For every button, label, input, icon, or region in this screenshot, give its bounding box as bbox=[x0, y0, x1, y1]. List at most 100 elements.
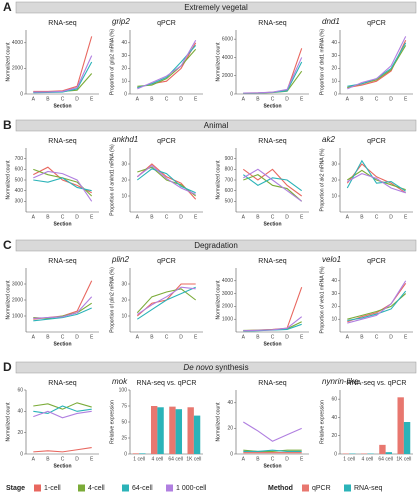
x-tick-label: 1K cell bbox=[186, 456, 201, 462]
y-tick-label: 25 bbox=[121, 435, 127, 441]
x-tick-label: A bbox=[346, 214, 350, 220]
series-line bbox=[243, 57, 303, 94]
series-line bbox=[33, 302, 93, 319]
bar bbox=[175, 409, 183, 454]
legend-label: 4-cell bbox=[88, 485, 105, 492]
chart-title: RNA-seq vs. qPCR bbox=[347, 380, 407, 387]
series-line bbox=[33, 170, 93, 202]
x-tick-label: D bbox=[75, 214, 79, 220]
x-axis-label: Section bbox=[263, 221, 281, 227]
gene-name: grip2 bbox=[112, 17, 130, 26]
x-tick-label: D bbox=[179, 334, 183, 340]
x-tick-label: B bbox=[360, 334, 364, 340]
x-tick-label: C bbox=[375, 334, 379, 340]
x-tick-label: B bbox=[256, 214, 260, 220]
y-tick-label: 600 bbox=[15, 167, 24, 173]
x-tick-label: A bbox=[32, 334, 36, 340]
x-tick-label: A bbox=[242, 214, 246, 220]
y-axis-label: Proportion of grip2 mRNA (%) bbox=[109, 29, 115, 95]
x-tick-label: D bbox=[389, 334, 393, 340]
y-tick-label: 30 bbox=[331, 291, 337, 297]
series-line bbox=[136, 288, 197, 314]
x-tick-label: D bbox=[285, 456, 289, 462]
x-tick-label: E bbox=[194, 214, 198, 220]
x-tick-label: E bbox=[404, 214, 408, 220]
y-tick-label: 0 bbox=[334, 91, 337, 97]
panel-header bbox=[15, 119, 417, 132]
x-tick-label: C bbox=[165, 334, 169, 340]
y-tick-label: 2000 bbox=[222, 304, 233, 310]
x-tick-label: E bbox=[300, 96, 304, 102]
x-tick-label: C bbox=[271, 96, 275, 102]
series-line bbox=[346, 159, 407, 192]
x-tick-label: 64 cell bbox=[378, 456, 392, 462]
y-tick-label: 0 bbox=[124, 451, 127, 457]
x-axis-label: Section bbox=[263, 341, 281, 347]
y-tick-label: 700 bbox=[15, 156, 24, 162]
y-tick-label: 2000 bbox=[12, 66, 23, 72]
panel-title-text: Degradation bbox=[194, 241, 238, 250]
bar bbox=[150, 406, 158, 454]
y-tick-label: 20 bbox=[121, 66, 127, 72]
y-tick-label: 4000 bbox=[12, 40, 23, 46]
bar bbox=[397, 397, 404, 454]
series-line bbox=[137, 166, 197, 197]
panel-title-text: Animal bbox=[204, 121, 229, 130]
x-tick-label: D bbox=[285, 334, 289, 340]
panel-header bbox=[15, 1, 417, 14]
bar bbox=[193, 415, 201, 454]
y-tick-label: 4000 bbox=[222, 278, 233, 284]
y-tick-label: 0 bbox=[230, 451, 233, 457]
y-tick-label: 0 bbox=[124, 91, 127, 97]
x-tick-label: C bbox=[61, 334, 65, 340]
x-tick-label: B bbox=[256, 334, 260, 340]
y-axis-label: Normalized count bbox=[215, 402, 221, 442]
y-tick-label: 3000 bbox=[12, 281, 23, 287]
x-tick-label: E bbox=[194, 96, 198, 102]
y-axis-label: Normalized count bbox=[215, 160, 221, 200]
series-line bbox=[33, 280, 93, 320]
bar bbox=[379, 444, 386, 454]
x-tick-label: B bbox=[46, 334, 50, 340]
y-tick-label: 50 bbox=[121, 419, 127, 425]
y-tick-label: 10 bbox=[121, 193, 127, 199]
y-tick-label: 10 bbox=[121, 79, 127, 85]
x-axis-label: Section bbox=[53, 103, 71, 109]
x-tick-label: E bbox=[90, 214, 94, 220]
y-tick-label: 20 bbox=[331, 304, 337, 310]
y-tick-label: 300 bbox=[15, 199, 24, 205]
series-line bbox=[33, 36, 93, 92]
y-axis-label: Proportion of ak2 mRNA (%) bbox=[319, 148, 325, 211]
series-line bbox=[242, 174, 303, 192]
y-axis-label: Proportion of dnd1 mRNA (%) bbox=[319, 29, 325, 95]
x-tick-label: C bbox=[271, 334, 275, 340]
gene-name: nynrin-like bbox=[322, 377, 359, 386]
chart-title: RNA-seq bbox=[48, 380, 77, 387]
series-line bbox=[33, 61, 93, 94]
bar bbox=[132, 453, 140, 454]
x-tick-label: E bbox=[300, 214, 304, 220]
series-line bbox=[347, 40, 407, 89]
x-tick-label: A bbox=[136, 96, 140, 102]
y-axis-label: Proportion of velo1 mRNA (%) bbox=[319, 266, 325, 333]
y-tick-label: 2000 bbox=[12, 297, 23, 303]
y-tick-label: 900 bbox=[225, 156, 234, 162]
y-tick-label: 0 bbox=[230, 91, 233, 97]
x-tick-label: A bbox=[242, 96, 246, 102]
x-tick-label: E bbox=[300, 334, 304, 340]
x-tick-label: A bbox=[242, 334, 246, 340]
y-tick-label: 1000 bbox=[12, 313, 23, 319]
series-line bbox=[136, 286, 196, 320]
series-line bbox=[136, 168, 196, 194]
x-tick-label: C bbox=[61, 96, 65, 102]
x-tick-label: C bbox=[61, 456, 65, 462]
bar bbox=[385, 452, 393, 454]
gene-name: ankhd1 bbox=[112, 135, 138, 144]
chart-title: RNA-seq bbox=[48, 258, 77, 265]
panel-letter: A bbox=[3, 0, 12, 14]
series-line bbox=[243, 449, 302, 452]
chart-title: RNA-seq bbox=[258, 380, 287, 387]
x-tick-label: C bbox=[271, 456, 275, 462]
chart-title: qPCR bbox=[157, 138, 176, 145]
y-tick-label: 700 bbox=[225, 177, 234, 183]
